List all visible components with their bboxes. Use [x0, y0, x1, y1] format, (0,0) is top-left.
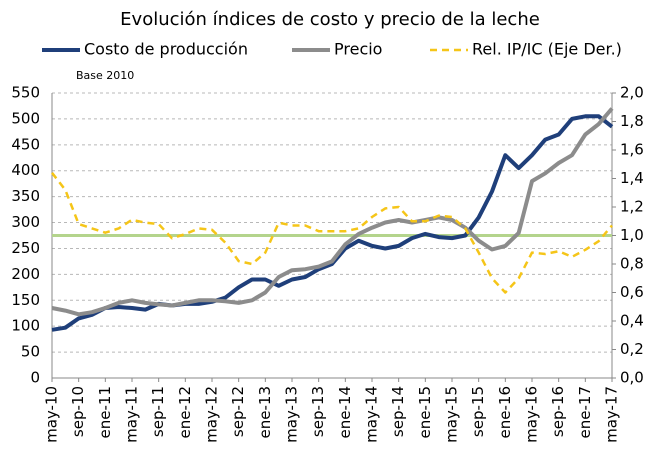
y2-tick-label: 1,6 — [620, 141, 644, 159]
series-line — [51, 172, 613, 294]
x-tick-label: sep-11 — [149, 386, 167, 437]
x-tick-label: may-11 — [123, 386, 141, 443]
y2-tick-label: 1,2 — [620, 198, 644, 216]
x-tick-label: sep-14 — [389, 386, 407, 437]
y-tick-label: 200 — [11, 265, 40, 283]
x-tick-label: ene-16 — [496, 386, 514, 438]
y2-tick-label: 2,0 — [620, 84, 644, 102]
x-tick-label: sep-12 — [229, 386, 247, 437]
y-tick-label: 0 — [30, 369, 40, 387]
x-tick-label: may-14 — [363, 386, 381, 443]
x-tick-label: sep-10 — [69, 386, 87, 437]
x-tick-label: sep-13 — [309, 386, 327, 437]
x-tick-label: ene-12 — [176, 386, 194, 438]
annotation: Base 2010 — [76, 69, 134, 82]
y-tick-label: 300 — [11, 213, 40, 231]
y-tick-label: 150 — [11, 291, 40, 309]
y2-tick-label: 1,4 — [620, 169, 644, 187]
chart-title: Evolución índices de costo y precio de l… — [120, 9, 540, 30]
x-tick-label: may-17 — [603, 386, 621, 443]
y2-tick-label: 0,8 — [620, 255, 644, 273]
y2-tick-label: 1,0 — [620, 226, 644, 244]
x-tick-label: ene-17 — [576, 386, 594, 438]
x-tick-label: may-10 — [43, 386, 61, 443]
x-tick-label: ene-14 — [336, 386, 354, 438]
legend-label: Precio — [334, 40, 382, 59]
y2-tick-label: 1,8 — [620, 112, 644, 130]
series-line — [51, 107, 614, 317]
legend-label: Rel. IP/IC (Eje Der.) — [472, 40, 622, 59]
y-tick-label: 100 — [11, 317, 40, 335]
y2-tick-label: 0,6 — [620, 283, 644, 301]
x-tick-label: sep-15 — [469, 386, 487, 437]
y-tick-label: 550 — [11, 84, 40, 102]
y2-tick-label: 0,2 — [620, 340, 644, 358]
series-line — [51, 114, 614, 332]
x-tick-label: ene-11 — [96, 386, 114, 438]
x-tick-label: may-15 — [443, 386, 461, 443]
y-tick-label: 400 — [11, 161, 40, 179]
y2-tick-label: 0,4 — [620, 312, 644, 330]
x-tick-label: may-13 — [283, 386, 301, 443]
legend-label: Costo de producción — [84, 40, 248, 59]
y-tick-label: 350 — [11, 187, 40, 205]
y2-tick-label: 0,0 — [620, 369, 644, 387]
x-tick-label: sep-16 — [549, 386, 567, 437]
y-tick-label: 50 — [21, 343, 40, 361]
y-tick-label: 250 — [11, 239, 40, 257]
x-tick-label: may-12 — [203, 386, 221, 443]
x-tick-label: ene-13 — [256, 386, 274, 438]
y-tick-label: 450 — [11, 135, 40, 153]
x-tick-label: may-16 — [523, 386, 541, 443]
x-tick-label: ene-15 — [416, 386, 434, 438]
y-tick-label: 500 — [11, 109, 40, 127]
